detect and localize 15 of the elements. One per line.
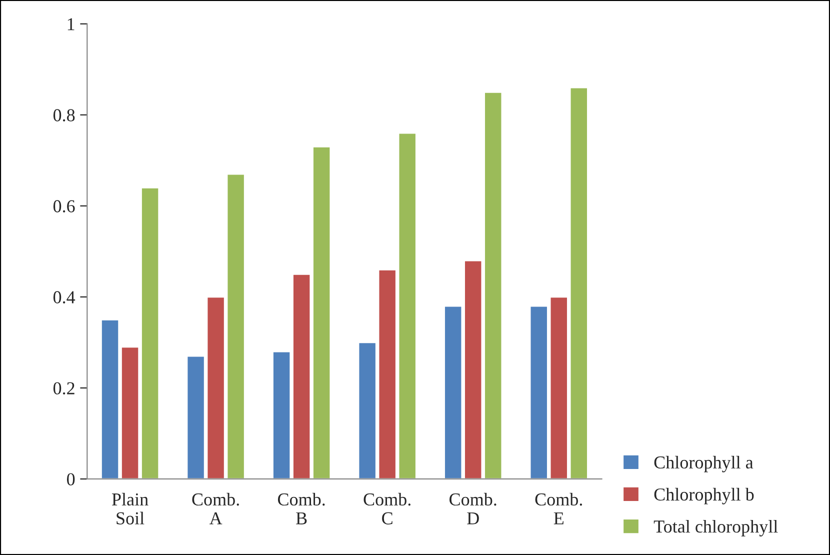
x-tick-label: Comb. D: [450, 492, 496, 524]
x-tick-label: Comb. E: [535, 492, 582, 524]
x-tick-label: Plain Soil: [112, 492, 148, 524]
legend-label: Total chlorophyll: [654, 520, 778, 536]
y-tick-label: 0: [67, 473, 75, 486]
y-tick-label: 0.4: [53, 291, 76, 304]
y-tick-label: 0.6: [53, 200, 75, 212]
legend-label: Chlorophyll a: [654, 456, 754, 472]
legend-label: Chlorophyll b: [654, 488, 754, 504]
x-tick-label: Comb. C: [364, 492, 410, 524]
y-tick-label: 0.8: [53, 109, 75, 122]
y-tick-label: 1: [68, 18, 74, 30]
y-tick-label: 0.2: [53, 382, 74, 394]
x-tick-label: Comb. B: [278, 492, 325, 524]
x-tick-label: Comb. A: [192, 492, 239, 524]
